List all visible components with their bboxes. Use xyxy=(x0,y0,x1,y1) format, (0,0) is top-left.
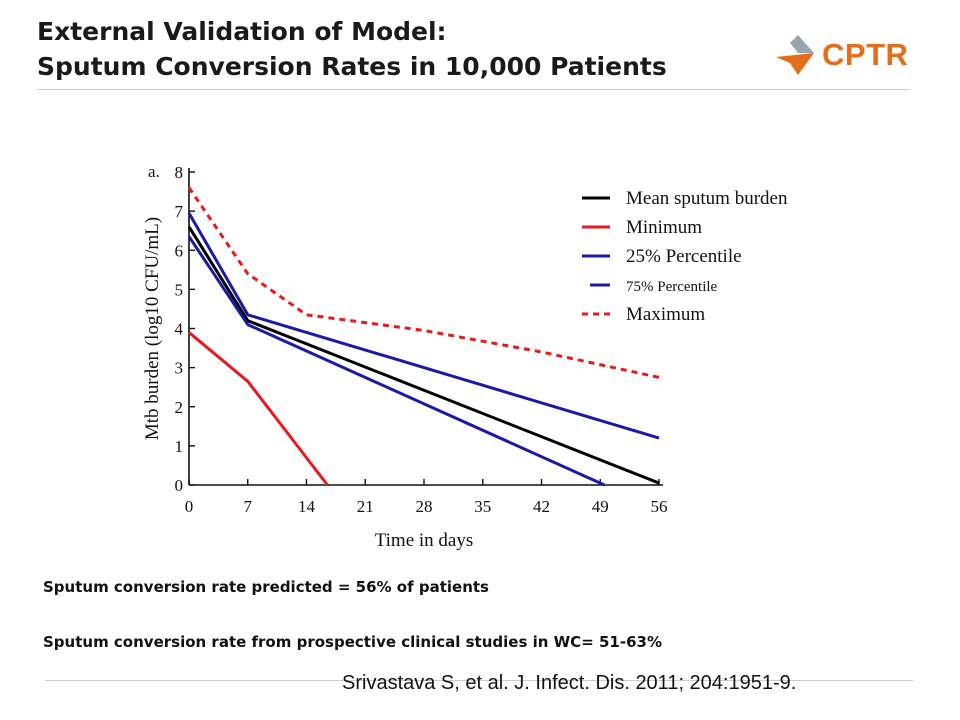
y-axis-title: Mtb burden (log10 CFU/mL) xyxy=(142,217,163,440)
x-tick-label: 7 xyxy=(244,497,253,516)
panel-label: a. xyxy=(148,162,160,181)
x-tick-label: 56 xyxy=(651,497,668,516)
title-line-2: Sputum Conversion Rates in 10,000 Patien… xyxy=(37,52,667,81)
slide-title: External Validation of Model: Sputum Con… xyxy=(37,14,667,84)
x-tick-label: 14 xyxy=(298,497,316,516)
footer-divider xyxy=(45,680,913,681)
x-tick-label: 35 xyxy=(474,497,491,516)
y-tick-label: 1 xyxy=(175,437,184,456)
title-line-1: External Validation of Model: xyxy=(37,17,447,46)
x-axis-title: Time in days xyxy=(375,530,474,551)
y-tick-label: 6 xyxy=(175,241,184,260)
x-tick-label: 49 xyxy=(592,497,609,516)
arrow-logo-icon xyxy=(776,35,814,75)
series-line-2 xyxy=(187,235,606,487)
legend-label: Minimum xyxy=(626,217,702,238)
y-tick-label: 7 xyxy=(175,202,184,221)
series-line-3 xyxy=(187,212,660,440)
y-tick-label: 0 xyxy=(175,476,184,495)
y-tick-label: 8 xyxy=(175,163,184,182)
observed-rate-note: Sputum conversion rate from prospective … xyxy=(43,633,662,651)
logo-text: CPTR xyxy=(822,37,909,72)
header-divider xyxy=(37,89,910,90)
legend-label: 25% Percentile xyxy=(626,246,742,267)
y-tick-label: 2 xyxy=(175,398,184,417)
x-tick-label: 42 xyxy=(533,497,550,516)
x-tick-label: 0 xyxy=(185,497,194,516)
y-tick-label: 4 xyxy=(175,320,184,339)
legend-label: Mean sputum burden xyxy=(626,188,788,209)
series-line-4 xyxy=(187,186,660,379)
y-tick-label: 3 xyxy=(175,359,184,378)
x-tick-label: 28 xyxy=(416,497,433,516)
series-line-0 xyxy=(187,225,660,485)
predicted-rate-note: Sputum conversion rate predicted = 56% o… xyxy=(43,578,489,596)
legend-label: Maximum xyxy=(626,304,705,325)
citation: Srivastava S, et al. J. Infect. Dis. 201… xyxy=(342,672,797,694)
series-line-1 xyxy=(188,331,329,486)
y-tick-label: 5 xyxy=(175,280,184,299)
cptr-logo xyxy=(776,35,814,75)
legend-label: 75% Percentile xyxy=(626,279,718,295)
x-tick-label: 21 xyxy=(357,497,374,516)
